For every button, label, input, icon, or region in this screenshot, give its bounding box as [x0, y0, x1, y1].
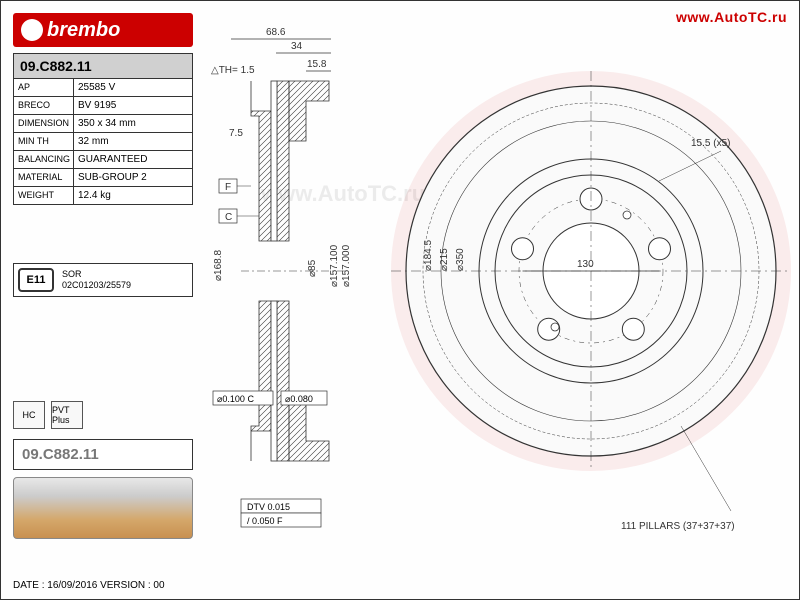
spec-table: 09.C882.11 AP25585 V BRECOBV 9195 DIMENS… — [13, 53, 193, 205]
dim-d1: ⌀184.5 — [423, 240, 434, 271]
pvtplus-badge: PVT Plus — [51, 401, 83, 429]
table-row: MIN TH32 mm — [14, 133, 192, 151]
dim-outer-dia: ⌀168.8 — [213, 250, 224, 281]
table-row: WEIGHT12.4 kg — [14, 187, 192, 204]
disc-edge-photo — [13, 477, 193, 539]
e11-text: SOR 02C01203/25579 — [62, 269, 131, 291]
dim-d2: ⌀215 — [439, 248, 450, 271]
dim-flange: 15.8 — [307, 59, 327, 70]
dim-gap: 7.5 — [229, 128, 243, 139]
dim-delta-th: △TH= 1.5 — [211, 65, 255, 76]
datum-f: F — [225, 182, 231, 193]
table-row: DIMENSION350 x 34 mm — [14, 115, 192, 133]
dim-d3: ⌀350 — [455, 248, 466, 271]
section-view: 68.6 34 △TH= 1.5 15.8 7.5 F C ⌀168.8 ⌀85… — [211, 21, 371, 541]
drawing-sheet: www.AutoTC.ru www.AutoTC.ru www.AutoTC.r… — [0, 0, 800, 600]
dim-fit2: ⌀157.000 — [341, 244, 352, 287]
table-row: BRECOBV 9195 — [14, 97, 192, 115]
table-row: BALANCINGGUARANTEED — [14, 151, 192, 169]
watermark: www.AutoTC.ru — [676, 9, 787, 25]
logo-text: brembo — [47, 19, 120, 42]
dim-offset: 34 — [291, 41, 303, 52]
dim-hub-dia: ⌀85 — [307, 259, 318, 277]
brembo-logo: brembo — [13, 13, 193, 47]
table-row: MATERIALSUB-GROUP 2 — [14, 169, 192, 187]
gdt-1: ⌀0.100 C — [217, 394, 254, 404]
dim-pcd: 130 — [577, 259, 594, 270]
datum-c: C — [225, 212, 232, 223]
e11-badge: E11 — [18, 268, 54, 292]
part-number-header: 09.C882.11 — [14, 54, 192, 79]
gdt-dtv: DTV 0.015 — [247, 502, 290, 512]
table-row: AP25585 V — [14, 79, 192, 97]
gdt-flat: / 0.050 F — [247, 516, 283, 526]
hc-badge: HC — [13, 401, 45, 429]
dim-bolt-note: 15.5 (x5) — [691, 138, 730, 149]
part-number-footer: 09.C882.11 — [13, 439, 193, 470]
feature-badges: HC PVT Plus — [13, 401, 83, 429]
pillars-note: 111 PILLARS (37+37+37) — [621, 521, 735, 532]
e11-approval-box: E11 SOR 02C01203/25579 — [13, 263, 193, 297]
gdt-2: ⌀0.080 — [285, 394, 313, 404]
dim-fit1: ⌀157.100 — [329, 244, 340, 287]
date-version: DATE : 16/09/2016 VERSION : 00 — [13, 580, 165, 591]
front-view: 15.5 (x5) 130 ⌀184.5 ⌀215 ⌀350 111 PILLA… — [391, 31, 791, 551]
logo-dot-icon — [21, 19, 43, 41]
dim-top-width: 68.6 — [266, 27, 286, 38]
